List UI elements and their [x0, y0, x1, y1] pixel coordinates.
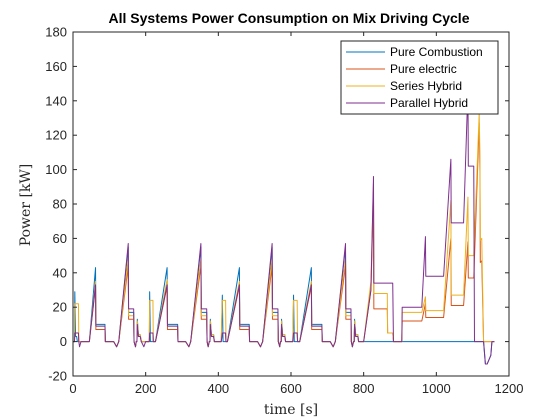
x-tick-label-6: 1200: [495, 381, 524, 396]
y-tick-label-8: 140: [45, 93, 67, 108]
chart-title: All Systems Power Consumption on Mix Dri…: [109, 10, 470, 26]
legend-label-1: Pure electric: [390, 62, 457, 76]
legend: Pure Combustion Pure electric Series Hybri…: [341, 41, 498, 114]
x-tick-label-5: 1000: [422, 381, 451, 396]
y-axis-label: Power [kW]: [18, 164, 34, 247]
legend-label-0: Pure Combustion: [390, 45, 483, 59]
legend-label-2: Series Hybrid: [390, 79, 462, 93]
y-tick-label-10: 180: [45, 25, 67, 40]
x-tick-label-4: 800: [353, 381, 375, 396]
y-tick-label-7: 120: [45, 128, 67, 143]
y-tick-label-2: 20: [53, 300, 67, 315]
x-tick-label-1: 200: [135, 381, 157, 396]
y-tick-label-0: -20: [48, 369, 67, 384]
y-tick-label-6: 100: [45, 162, 67, 177]
y-tick-label-1: 0: [60, 334, 67, 349]
y-tick-label-4: 60: [53, 231, 67, 246]
y-tick-label-3: 40: [53, 265, 67, 280]
x-axis-label: time [s]: [264, 402, 318, 418]
y-tick-label-5: 80: [53, 197, 67, 212]
x-tick-label-3: 600: [280, 381, 302, 396]
y-tick-label-9: 160: [45, 59, 67, 74]
x-tick-label-2: 400: [207, 381, 229, 396]
x-tick-label-0: 0: [69, 381, 76, 396]
legend-label-3: Parallel Hybrid: [390, 96, 468, 110]
